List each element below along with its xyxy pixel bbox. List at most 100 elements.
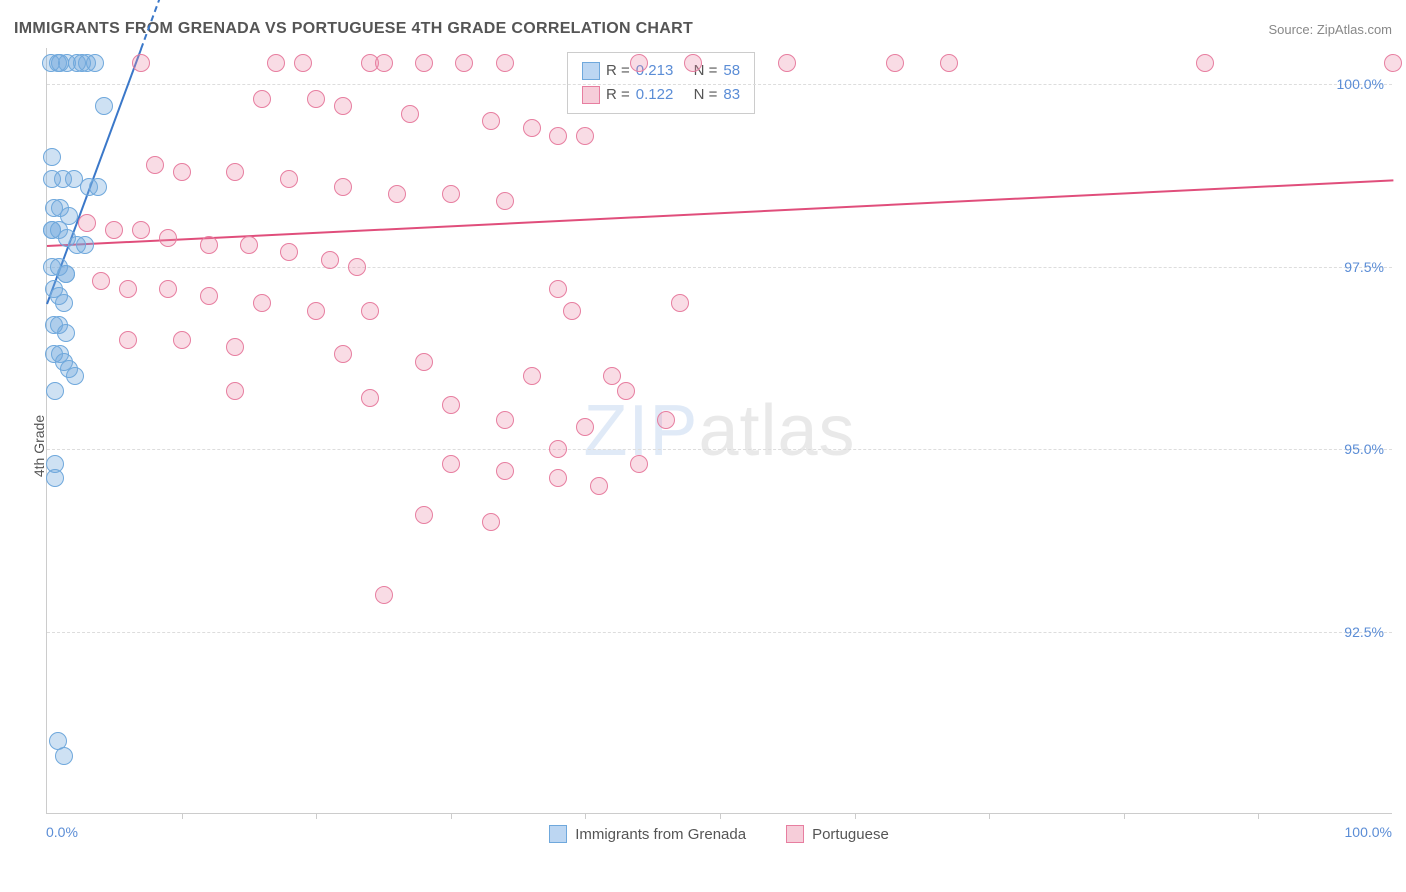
data-point — [57, 265, 75, 283]
data-point — [630, 455, 648, 473]
x-tick — [989, 813, 990, 819]
data-point — [684, 54, 702, 72]
data-point — [57, 324, 75, 342]
data-point — [173, 163, 191, 181]
data-point — [563, 302, 581, 320]
data-point — [361, 389, 379, 407]
data-point — [549, 280, 567, 298]
data-point — [523, 367, 541, 385]
data-point — [442, 396, 460, 414]
data-point — [92, 272, 110, 290]
legend-r-value-1: 0.122 — [636, 83, 674, 107]
data-point — [226, 382, 244, 400]
data-point — [442, 455, 460, 473]
data-point — [415, 54, 433, 72]
bottom-legend-item-0: Immigrants from Grenada — [549, 825, 746, 843]
data-point — [280, 170, 298, 188]
data-point — [617, 382, 635, 400]
data-point — [89, 178, 107, 196]
data-point — [253, 294, 271, 312]
data-point — [146, 156, 164, 174]
x-tick — [855, 813, 856, 819]
x-tick — [585, 813, 586, 819]
data-point — [940, 54, 958, 72]
plot-area: ZIPatlas R = 0.213 N = 58 R = 0.122 N = … — [46, 48, 1392, 814]
data-point — [334, 345, 352, 363]
data-point — [159, 229, 177, 247]
data-point — [778, 54, 796, 72]
data-point — [630, 54, 648, 72]
data-point — [523, 119, 541, 137]
x-tick — [451, 813, 452, 819]
gridline — [47, 84, 1392, 85]
data-point — [1196, 54, 1214, 72]
data-point — [73, 54, 91, 72]
data-point — [671, 294, 689, 312]
data-point — [159, 280, 177, 298]
data-point — [55, 747, 73, 765]
data-point — [455, 54, 473, 72]
data-point — [95, 97, 113, 115]
y-tick-label: 92.5% — [1344, 624, 1384, 640]
data-point — [401, 105, 419, 123]
x-tick — [720, 813, 721, 819]
legend-n-label: N = — [694, 83, 718, 107]
data-point — [51, 54, 69, 72]
data-point — [226, 338, 244, 356]
gridline — [47, 632, 1392, 633]
data-point — [415, 353, 433, 371]
data-point — [657, 411, 675, 429]
data-point — [496, 462, 514, 480]
data-point — [119, 280, 137, 298]
data-point — [43, 148, 61, 166]
watermark: ZIPatlas — [583, 390, 855, 472]
legend-swatch-0 — [582, 62, 600, 80]
legend-r-label: R = — [606, 59, 630, 83]
data-point — [549, 469, 567, 487]
data-point — [200, 287, 218, 305]
data-point — [496, 192, 514, 210]
chart-title: IMMIGRANTS FROM GRENADA VS PORTUGUESE 4T… — [14, 20, 693, 38]
y-tick-label: 100.0% — [1337, 76, 1384, 92]
data-point — [280, 243, 298, 261]
data-point — [576, 127, 594, 145]
legend-swatch-1 — [582, 86, 600, 104]
bottom-swatch-1 — [786, 825, 804, 843]
data-point — [375, 54, 393, 72]
data-point — [200, 236, 218, 254]
data-point — [132, 221, 150, 239]
data-point — [321, 251, 339, 269]
bottom-legend-label-0: Immigrants from Grenada — [575, 826, 746, 843]
data-point — [590, 477, 608, 495]
data-point — [132, 54, 150, 72]
data-point — [576, 418, 594, 436]
data-point — [78, 214, 96, 232]
y-tick-label: 95.0% — [1344, 441, 1384, 457]
data-point — [496, 411, 514, 429]
data-point — [549, 440, 567, 458]
x-tick — [316, 813, 317, 819]
data-point — [1384, 54, 1402, 72]
data-point — [267, 54, 285, 72]
data-point — [307, 302, 325, 320]
data-point — [482, 513, 500, 531]
data-point — [253, 90, 271, 108]
y-tick-label: 97.5% — [1344, 259, 1384, 275]
bottom-legend-item-1: Portuguese — [786, 825, 889, 843]
data-point — [348, 258, 366, 276]
data-point — [334, 97, 352, 115]
data-point — [46, 382, 64, 400]
data-point — [46, 469, 64, 487]
x-tick — [1124, 813, 1125, 819]
y-axis-label: 4th Grade — [31, 415, 47, 477]
data-point — [549, 127, 567, 145]
legend-n-value-0: 58 — [723, 59, 740, 83]
source-label: Source: ZipAtlas.com — [1268, 22, 1392, 37]
legend-row-series-1: R = 0.122 N = 83 — [582, 83, 740, 107]
bottom-legend-label-1: Portuguese — [812, 826, 889, 843]
legend-n-value-1: 83 — [723, 83, 740, 107]
legend-r-label: R = — [606, 83, 630, 107]
gridline — [47, 449, 1392, 450]
data-point — [173, 331, 191, 349]
data-point — [226, 163, 244, 181]
